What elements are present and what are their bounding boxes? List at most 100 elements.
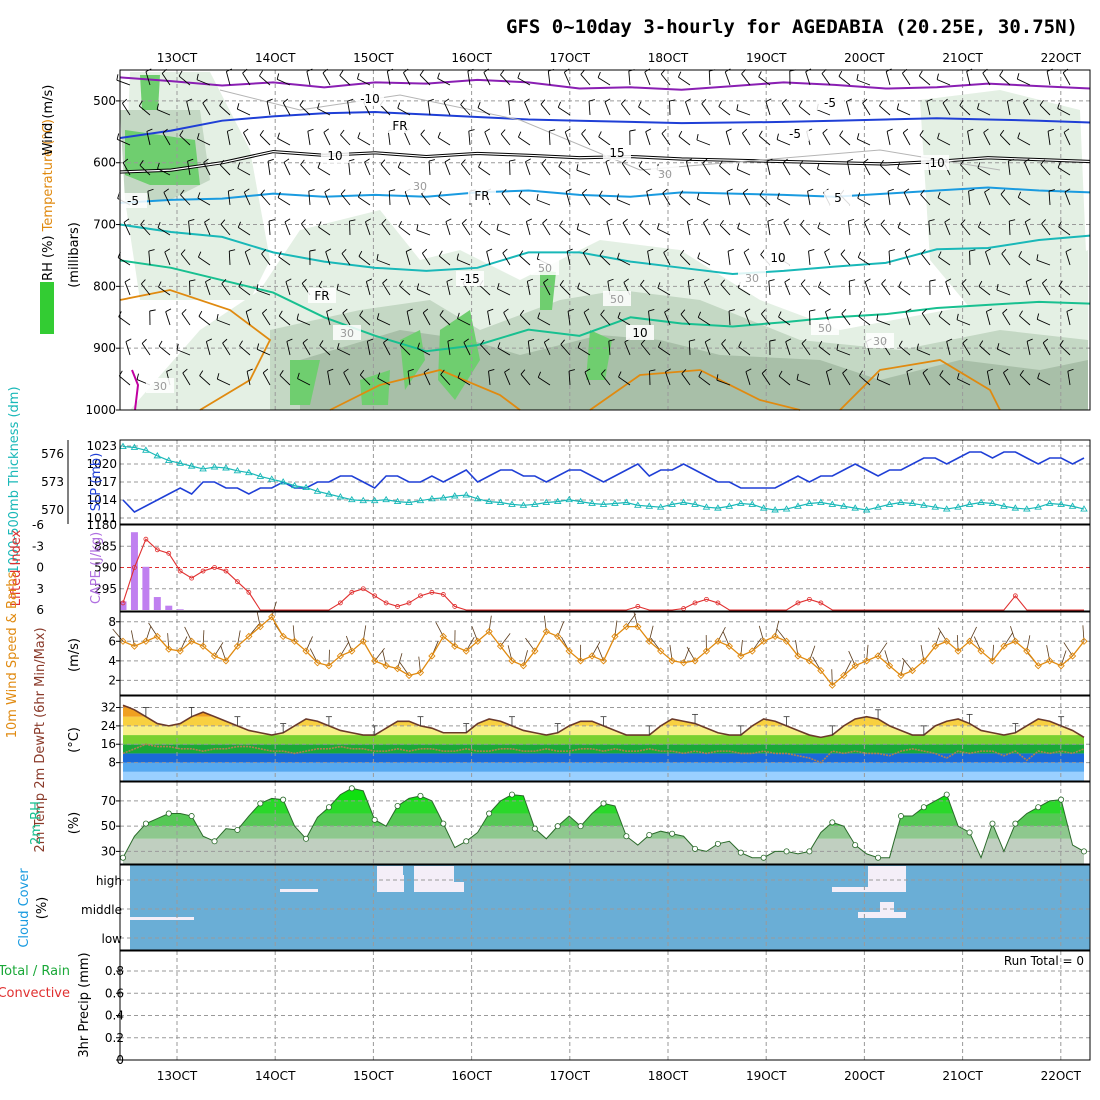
wind-barb	[417, 288, 431, 296]
wind-barb-flag	[262, 368, 269, 374]
wind-barb	[480, 344, 491, 356]
wind-barb	[279, 374, 291, 386]
wind-barb	[679, 195, 691, 206]
wind-barb	[388, 190, 391, 206]
thickness-marker	[199, 465, 207, 472]
wind-barb	[858, 316, 871, 326]
wind-barb-flag	[445, 218, 452, 223]
thickness-marker	[862, 506, 871, 513]
wind-barb	[719, 224, 731, 236]
cape-bar	[119, 601, 127, 610]
wind-marker	[1000, 642, 1008, 650]
wind-barb	[500, 133, 511, 146]
wind-barb-flag	[178, 70, 183, 77]
wind-barb-flag	[439, 310, 444, 316]
wind-barb	[358, 256, 371, 266]
lifted-index-line	[122, 538, 1084, 611]
wind-barb	[259, 75, 271, 86]
wind-barb	[846, 161, 851, 176]
wind-barb	[296, 319, 311, 326]
wind-barb-flag	[858, 311, 862, 317]
rh-marker	[440, 820, 447, 827]
contour-label: 30	[340, 327, 354, 340]
wind-barb-flag	[938, 310, 943, 317]
wind-barb-flag	[457, 312, 460, 319]
wind-barb	[845, 101, 851, 116]
wind-barb	[978, 286, 991, 296]
wind-barb	[214, 642, 224, 657]
x-tick-label-bottom: 21OCT	[942, 1069, 983, 1083]
thickness-marker	[496, 498, 505, 505]
wind-barb	[517, 77, 531, 86]
wind-barb-flag	[309, 249, 316, 252]
slp-tick: 1011	[86, 511, 117, 525]
wind-barb	[1003, 372, 1011, 386]
wind-barb-flag	[558, 161, 562, 167]
wind-barb	[657, 228, 671, 236]
rh-marker	[142, 820, 149, 827]
wind-barb	[282, 102, 291, 116]
wind-barb	[967, 131, 971, 146]
wind-barb-flag	[1036, 254, 1039, 261]
wind-barb	[985, 251, 991, 266]
wind-barb	[145, 71, 151, 86]
slp-ylabel: SLP (mb)	[89, 453, 104, 512]
wind-barb	[157, 168, 171, 176]
wind-barb-flag	[537, 312, 541, 319]
wind-barb	[962, 342, 971, 356]
wind-barb-flag	[862, 98, 868, 104]
wind-barb	[640, 284, 651, 296]
wind-barb	[180, 194, 191, 206]
wind-barb-flag	[1007, 98, 1014, 102]
y-tick-label: 700	[93, 218, 116, 232]
wind-barb-flag	[766, 158, 773, 162]
wind-barb-flag	[647, 248, 654, 252]
wind-barb-flag	[278, 251, 282, 257]
wind-barb	[897, 227, 911, 236]
wind-barb	[524, 101, 531, 116]
thickness-marker	[508, 500, 516, 507]
wind-barb-flag	[1016, 73, 1020, 80]
wind-barb	[406, 311, 411, 326]
wind-barb-flag	[319, 340, 324, 346]
wind-barb-flag	[342, 308, 348, 314]
wind-barb-flag	[841, 309, 847, 314]
rh-region	[920, 90, 1088, 320]
wind-barb	[647, 251, 651, 266]
wind-marker	[840, 671, 848, 680]
contour-label: 50	[610, 293, 624, 306]
wind-barb-flag	[256, 284, 259, 291]
wind-barb	[257, 348, 271, 356]
thickness-tick: 570	[41, 503, 64, 517]
wind-barb	[664, 311, 671, 326]
wind-barb	[198, 316, 211, 326]
wind-barb	[463, 342, 471, 356]
wind-barb-flag	[536, 194, 539, 201]
wind-barb	[704, 341, 711, 356]
wind-barb	[617, 258, 631, 266]
thickness-marker	[988, 499, 997, 506]
wind-barb-flag	[599, 250, 604, 256]
wind-barb	[946, 341, 951, 356]
wind-barb-flag	[156, 103, 159, 110]
wind-barb	[444, 161, 451, 176]
x-tick-label-top: 16OCT	[451, 51, 492, 65]
wind-barb	[879, 164, 891, 176]
wind-marker	[290, 637, 299, 645]
wind-barb-flag	[848, 218, 855, 222]
cape-tick: 1180	[86, 518, 117, 532]
wind-barb	[686, 221, 691, 236]
chart-title: GFS 0~10day 3-hourly for AGEDABIA (20.25…	[506, 16, 1078, 38]
wind-barb-flag	[220, 219, 226, 225]
wind-barb	[1062, 72, 1071, 86]
wind-barb-flag	[777, 192, 780, 199]
wind-barb-flag	[141, 279, 146, 285]
wind-marker	[348, 647, 356, 655]
wind-barb	[1059, 344, 1071, 356]
wind-barb	[938, 256, 951, 266]
wind-barb	[863, 162, 871, 176]
wind-barb	[1007, 161, 1011, 176]
wind-barb	[164, 251, 171, 266]
wind-unit: (m/s)	[67, 638, 82, 672]
wind-barb	[1067, 371, 1071, 386]
